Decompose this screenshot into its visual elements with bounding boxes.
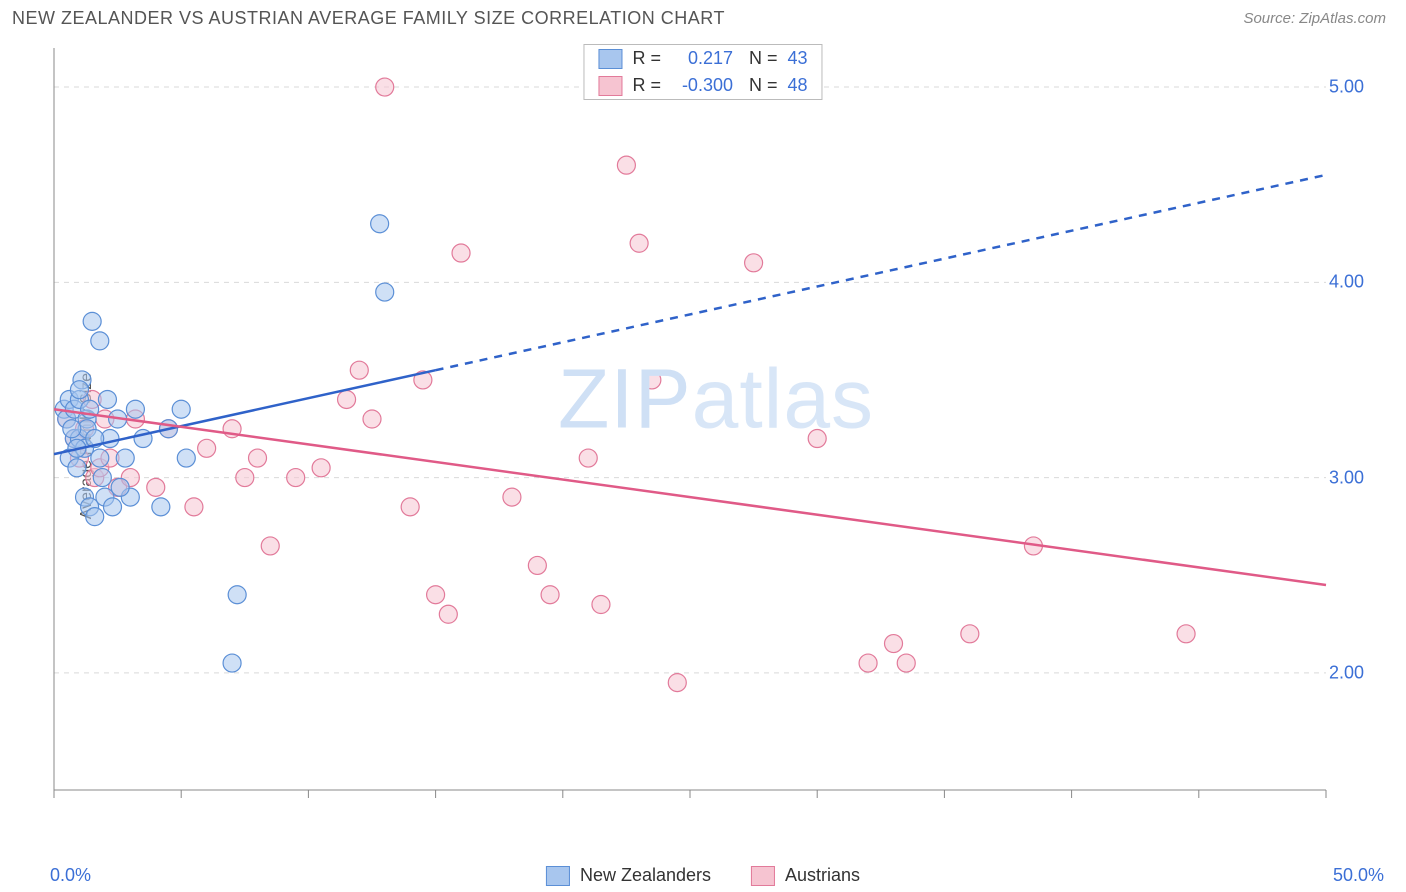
scatter-plot bbox=[46, 40, 1386, 820]
swatch-blue-icon bbox=[546, 866, 570, 886]
x-axis-max-label: 50.0% bbox=[1333, 865, 1384, 886]
r-value-pink: -0.300 bbox=[671, 75, 733, 96]
swatch-pink-icon bbox=[598, 76, 622, 96]
legend-label-austrian: Austrians bbox=[785, 865, 860, 886]
legend-label-nz: New Zealanders bbox=[580, 865, 711, 886]
r-label: R = bbox=[632, 75, 661, 96]
y-tick-label: 5.00 bbox=[1329, 77, 1364, 98]
source-label: Source: ZipAtlas.com bbox=[1243, 10, 1386, 27]
n-value-blue: 43 bbox=[788, 48, 808, 69]
chart-title: NEW ZEALANDER VS AUSTRIAN AVERAGE FAMILY… bbox=[12, 8, 725, 29]
y-tick-label: 3.00 bbox=[1329, 467, 1364, 488]
legend-row-blue: R = 0.217 N = 43 bbox=[584, 45, 821, 72]
y-tick-label: 2.00 bbox=[1329, 662, 1364, 683]
n-value-pink: 48 bbox=[788, 75, 808, 96]
r-value-blue: 0.217 bbox=[671, 48, 733, 69]
n-label: N = bbox=[749, 48, 778, 69]
r-label: R = bbox=[632, 48, 661, 69]
swatch-blue-icon bbox=[598, 49, 622, 69]
swatch-pink-icon bbox=[751, 866, 775, 886]
y-tick-label: 4.00 bbox=[1329, 272, 1364, 293]
legend-item-nz: New Zealanders bbox=[546, 865, 711, 886]
legend-series: New Zealanders Austrians bbox=[546, 865, 860, 886]
x-axis-min-label: 0.0% bbox=[50, 865, 91, 886]
legend-row-pink: R = -0.300 N = 48 bbox=[584, 72, 821, 99]
chart-area: ZIPatlas 2.003.004.005.00 bbox=[46, 40, 1386, 820]
legend-item-austrian: Austrians bbox=[751, 865, 860, 886]
n-label: N = bbox=[749, 75, 778, 96]
legend-correlation: R = 0.217 N = 43 R = -0.300 N = 48 bbox=[583, 44, 822, 100]
